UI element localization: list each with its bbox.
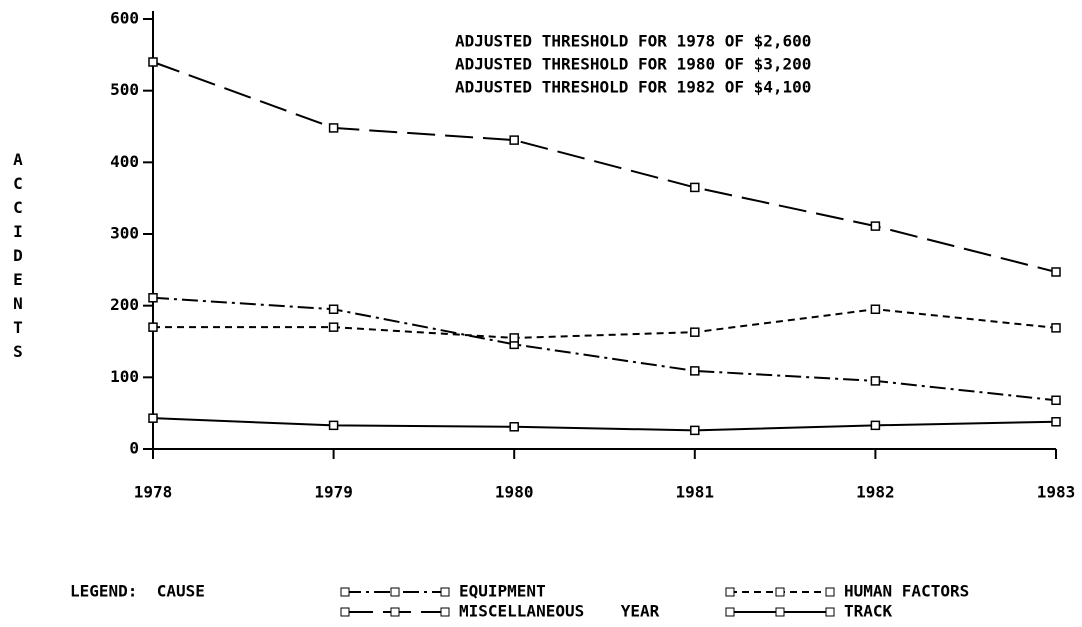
legend-label: HUMAN FACTORS — [844, 582, 969, 601]
marker — [690, 425, 700, 436]
annotation: ADJUSTED THRESHOLD FOR 1982 OF $4,100 — [455, 78, 811, 97]
legend-label: EQUIPMENT — [459, 582, 546, 601]
marker — [148, 322, 158, 332]
y-tick-label: 500 — [110, 80, 139, 99]
marker — [148, 293, 158, 303]
marker — [328, 420, 339, 431]
marker — [1051, 395, 1061, 406]
marker — [328, 322, 339, 332]
series-line — [152, 417, 1057, 432]
x-tick-label: 1979 — [314, 483, 353, 502]
legend-marker — [390, 607, 400, 617]
marker — [870, 221, 881, 231]
marker — [148, 413, 158, 423]
series-line — [152, 296, 1057, 402]
legend-marker — [725, 587, 735, 597]
marker — [690, 182, 700, 193]
marker — [328, 123, 339, 133]
legend-marker — [390, 587, 400, 597]
annotation: ADJUSTED THRESHOLD FOR 1978 OF $2,600 — [455, 32, 811, 51]
legend-marker — [825, 587, 835, 597]
marker — [870, 420, 881, 431]
marker — [148, 57, 158, 67]
marker — [1051, 417, 1061, 427]
annotation: ADJUSTED THRESHOLD FOR 1980 OF $3,200 — [455, 55, 811, 74]
legend-marker — [725, 607, 735, 617]
marker — [690, 366, 700, 376]
marker — [328, 304, 339, 314]
marker — [1051, 323, 1061, 333]
legend-marker — [440, 607, 450, 617]
legend-label: MISCELLANEOUS — [459, 602, 584, 621]
legend-marker — [775, 607, 785, 617]
y-tick-label: 200 — [110, 295, 139, 314]
x-tick-label: 1981 — [676, 483, 715, 502]
y-tick-label: 100 — [110, 367, 139, 386]
legend-marker — [340, 607, 350, 617]
x-axis-label: YEAR — [621, 602, 660, 621]
legend-label: TRACK — [844, 602, 893, 621]
x-tick-label: 1983 — [1037, 483, 1076, 502]
y-tick-label: 600 — [110, 9, 139, 28]
marker — [509, 333, 519, 343]
y-tick-label: 300 — [110, 224, 139, 243]
legend-marker — [825, 607, 835, 617]
legend-title: LEGEND: CAUSE — [70, 582, 205, 601]
x-tick-label: 1980 — [495, 483, 534, 502]
legend-marker — [440, 587, 450, 597]
legend-marker — [340, 587, 350, 597]
series-line — [153, 308, 1057, 339]
marker — [870, 376, 881, 386]
x-tick-label: 1982 — [856, 483, 895, 502]
marker — [1051, 267, 1061, 277]
y-tick-label: 0 — [129, 439, 139, 458]
series-line — [152, 61, 1057, 273]
x-tick-label: 1978 — [134, 483, 173, 502]
marker — [690, 327, 700, 337]
legend-marker — [775, 587, 785, 597]
marker — [509, 422, 519, 432]
marker — [870, 304, 881, 314]
marker — [509, 135, 519, 145]
y-tick-label: 400 — [110, 152, 139, 171]
